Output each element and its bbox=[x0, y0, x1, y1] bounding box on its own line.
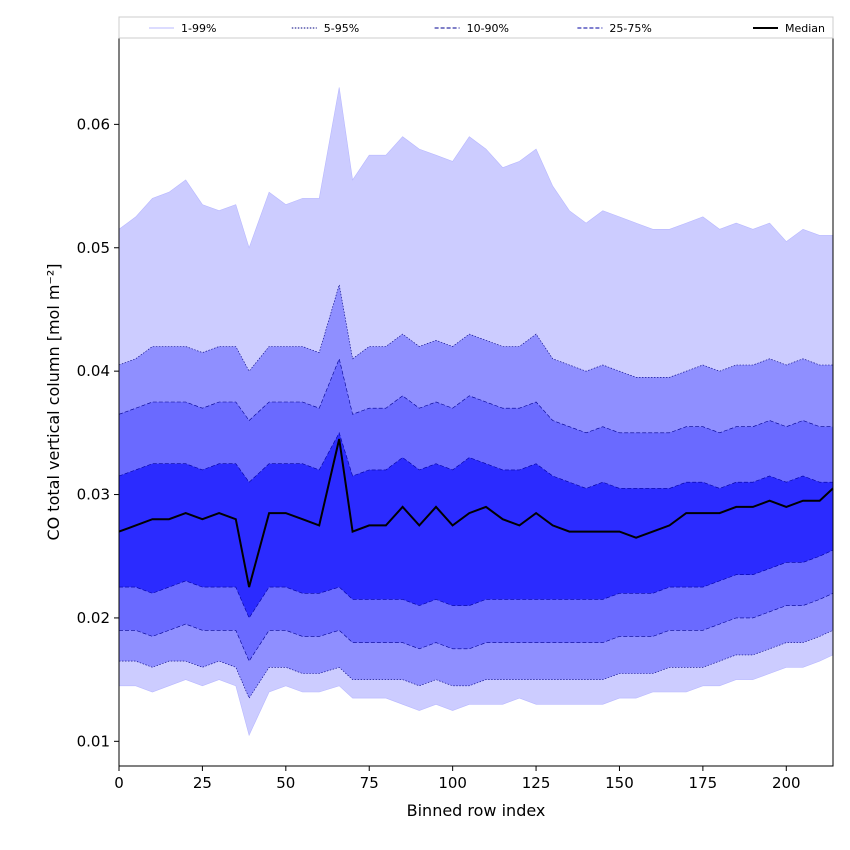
x-tick-label: 100 bbox=[438, 774, 467, 792]
legend-label-median: Median bbox=[785, 22, 825, 35]
legend-box bbox=[118, 16, 834, 39]
legend-label-10-90: 10-90% bbox=[467, 22, 509, 35]
legend-label-1-99: 1-99% bbox=[181, 22, 216, 35]
band-5-95-upper-edge bbox=[118, 284, 833, 378]
y-tick-label: 0.01 bbox=[77, 732, 110, 750]
x-tick-label: 150 bbox=[605, 774, 634, 792]
x-tick-label: 175 bbox=[689, 774, 718, 792]
legend: 1-99% 5-95% 10-90% 25-75% Median bbox=[118, 16, 834, 39]
band-25-75 bbox=[119, 432, 833, 618]
legend-label-25-75: 25-75% bbox=[609, 22, 651, 35]
band-10-90-lower-edge bbox=[119, 593, 834, 662]
y-tick-label: 0.04 bbox=[77, 362, 110, 380]
y-tick-label: 0.05 bbox=[77, 239, 110, 257]
band-1-99-lower-edge bbox=[119, 654, 834, 737]
x-axis: 0 25 50 75 100 125 150 175 200 bbox=[114, 766, 801, 792]
band-1-99-upper-edge bbox=[118, 87, 833, 249]
x-tick-label: 75 bbox=[360, 774, 379, 792]
y-tick-label: 0.03 bbox=[77, 486, 110, 504]
band-5-95-lower-edge bbox=[119, 630, 834, 699]
y-axis-label: CO total vertical column [mol m⁻²] bbox=[44, 263, 63, 540]
x-tick-label: 25 bbox=[193, 774, 212, 792]
band-25-75-lower-edge bbox=[119, 549, 834, 619]
band-10-90-upper-edge bbox=[118, 357, 833, 434]
x-tick-label: 125 bbox=[522, 774, 551, 792]
y-axis: 0.01 0.02 0.03 0.04 0.05 0.06 bbox=[77, 115, 119, 750]
x-axis-label: Binned row index bbox=[407, 801, 546, 820]
band-25-75-upper-edge bbox=[118, 432, 833, 489]
legend-label-5-95: 5-95% bbox=[324, 22, 359, 35]
median-line bbox=[118, 438, 834, 588]
y-tick-label: 0.06 bbox=[77, 115, 110, 133]
x-tick-label: 200 bbox=[772, 774, 801, 792]
x-tick-label: 50 bbox=[276, 774, 295, 792]
y-tick-label: 0.02 bbox=[77, 609, 110, 627]
x-tick-label: 0 bbox=[114, 774, 124, 792]
percentile-bands bbox=[119, 87, 833, 736]
median-series bbox=[118, 438, 834, 588]
percentile-band-edges bbox=[118, 87, 834, 737]
